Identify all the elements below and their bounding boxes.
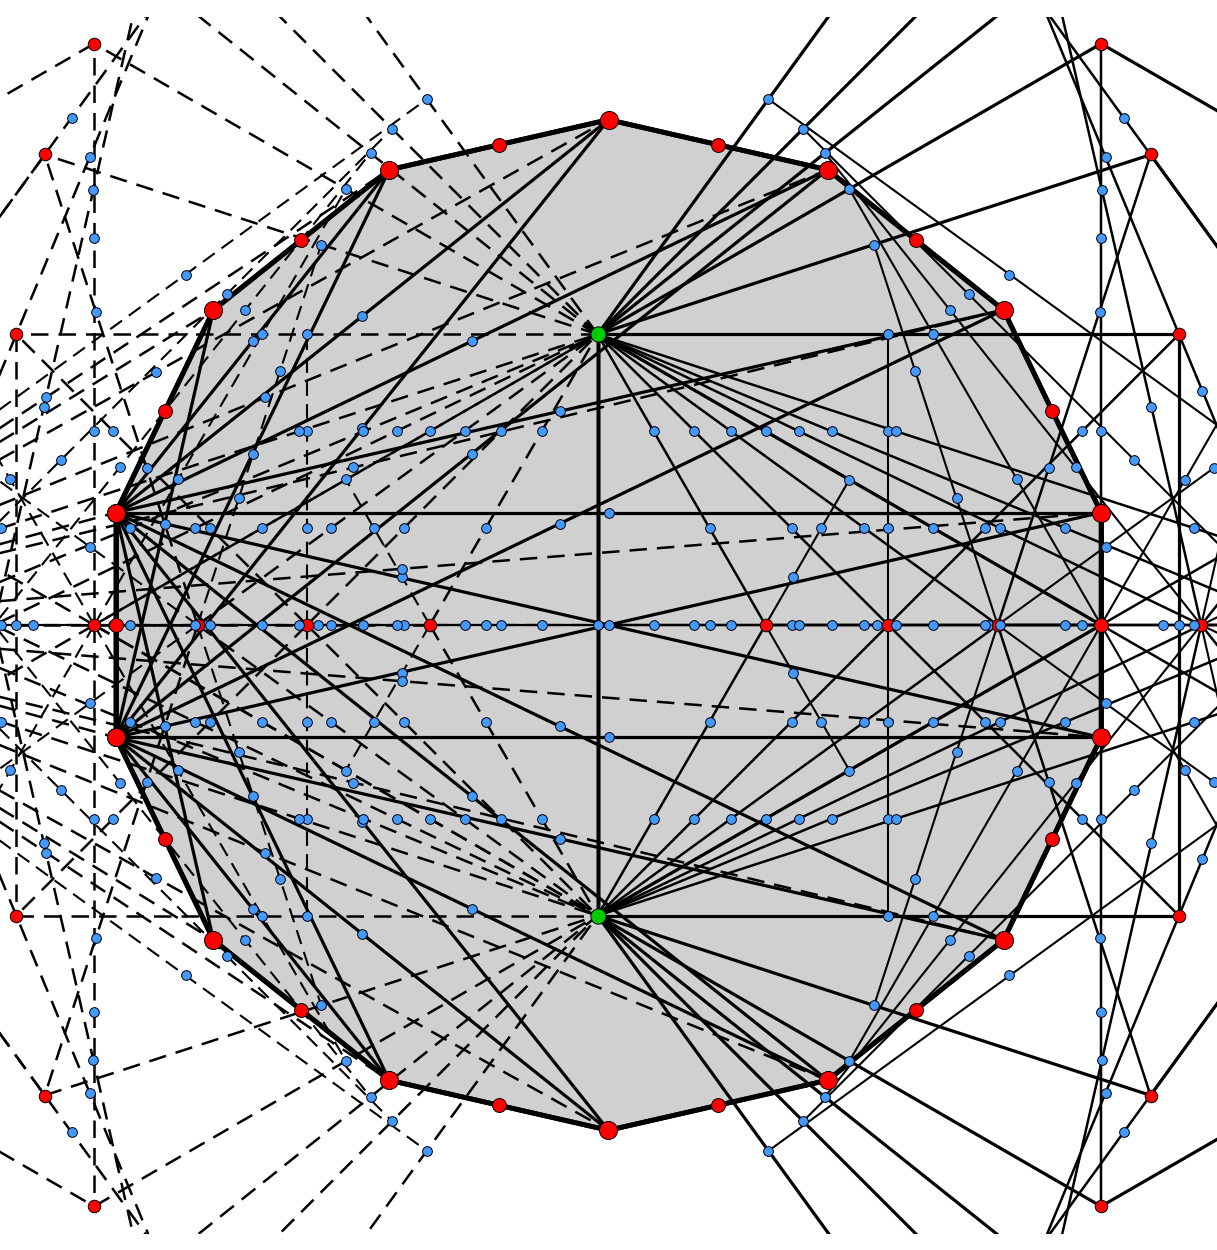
Polygon shape <box>116 120 1101 1130</box>
